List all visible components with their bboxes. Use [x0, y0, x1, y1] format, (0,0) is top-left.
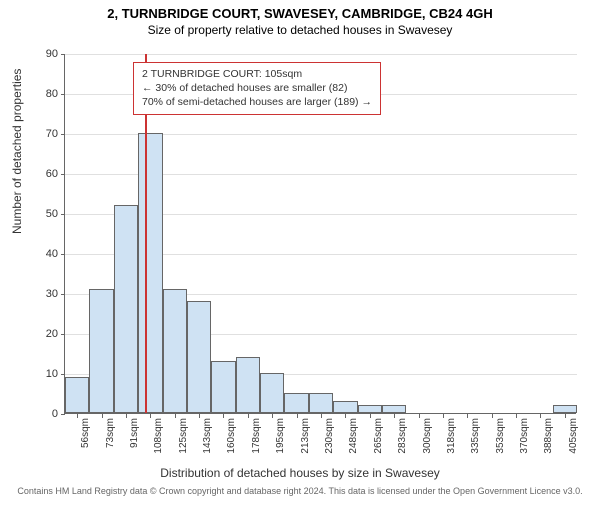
xtick-label: 300sqm	[422, 418, 433, 454]
ytick-mark	[61, 334, 65, 335]
plot-area: 010203040506070809056sqm73sqm91sqm108sqm…	[64, 54, 576, 414]
ytick-mark	[61, 254, 65, 255]
xtick-mark	[345, 414, 346, 418]
ytick-mark	[61, 414, 65, 415]
histogram-chart: 010203040506070809056sqm73sqm91sqm108sqm…	[64, 54, 576, 414]
ytick-label: 70	[18, 128, 58, 140]
xtick-label: 56sqm	[80, 418, 91, 448]
xtick-label: 248sqm	[348, 418, 359, 454]
info-line-larger: 70% of semi-detached houses are larger (…	[142, 95, 372, 109]
histogram-bar	[333, 401, 357, 413]
ytick-mark	[61, 374, 65, 375]
histogram-bar	[114, 205, 138, 413]
xtick-label: 335sqm	[470, 418, 481, 454]
xtick-label: 73sqm	[105, 418, 116, 448]
xtick-mark	[102, 414, 103, 418]
histogram-bar	[211, 361, 235, 413]
ytick-label: 10	[18, 368, 58, 380]
histogram-bar	[260, 373, 284, 413]
xtick-label: 160sqm	[226, 418, 237, 454]
ytick-label: 30	[18, 288, 58, 300]
xtick-label: 405sqm	[568, 418, 579, 454]
xtick-mark	[443, 414, 444, 418]
histogram-bar	[358, 405, 382, 413]
xtick-mark	[297, 414, 298, 418]
xtick-label: 108sqm	[153, 418, 164, 454]
xtick-mark	[540, 414, 541, 418]
ytick-label: 0	[18, 408, 58, 420]
histogram-bar	[309, 393, 333, 413]
histogram-bar	[236, 357, 260, 413]
xtick-label: 353sqm	[495, 418, 506, 454]
xtick-mark	[516, 414, 517, 418]
xtick-mark	[199, 414, 200, 418]
xtick-mark	[565, 414, 566, 418]
xtick-mark	[126, 414, 127, 418]
ytick-mark	[61, 94, 65, 95]
xtick-label: 283sqm	[397, 418, 408, 454]
histogram-bar	[163, 289, 187, 413]
histogram-bar	[553, 405, 577, 413]
xtick-label: 91sqm	[129, 418, 140, 448]
histogram-bar	[187, 301, 211, 413]
xtick-mark	[272, 414, 273, 418]
ytick-mark	[61, 174, 65, 175]
xtick-label: 370sqm	[519, 418, 530, 454]
page-title: 2, TURNBRIDGE COURT, SWAVESEY, CAMBRIDGE…	[0, 6, 600, 21]
histogram-bar	[65, 377, 89, 413]
histogram-bar	[382, 405, 406, 413]
xtick-mark	[467, 414, 468, 418]
xtick-label: 195sqm	[275, 418, 286, 454]
xtick-label: 178sqm	[251, 418, 262, 454]
ytick-label: 80	[18, 88, 58, 100]
xtick-mark	[419, 414, 420, 418]
histogram-bar	[138, 133, 162, 413]
ytick-mark	[61, 54, 65, 55]
ytick-mark	[61, 294, 65, 295]
footer-attribution: Contains HM Land Registry data © Crown c…	[0, 486, 600, 496]
xtick-mark	[370, 414, 371, 418]
x-axis-label: Distribution of detached houses by size …	[0, 466, 600, 480]
info-line-smaller: ← 30% of detached houses are smaller (82…	[142, 81, 372, 95]
info-line-size: 2 TURNBRIDGE COURT: 105sqm	[142, 67, 372, 81]
xtick-mark	[394, 414, 395, 418]
ytick-label: 60	[18, 168, 58, 180]
histogram-bar	[89, 289, 113, 413]
xtick-mark	[223, 414, 224, 418]
xtick-mark	[321, 414, 322, 418]
ytick-label: 20	[18, 328, 58, 340]
ytick-label: 90	[18, 48, 58, 60]
xtick-mark	[175, 414, 176, 418]
gridline	[65, 54, 577, 55]
xtick-label: 265sqm	[373, 418, 384, 454]
xtick-label: 318sqm	[446, 418, 457, 454]
xtick-label: 125sqm	[178, 418, 189, 454]
xtick-label: 143sqm	[202, 418, 213, 454]
xtick-mark	[248, 414, 249, 418]
xtick-label: 388sqm	[543, 418, 554, 454]
xtick-mark	[492, 414, 493, 418]
xtick-mark	[77, 414, 78, 418]
xtick-label: 230sqm	[324, 418, 335, 454]
ytick-label: 40	[18, 248, 58, 260]
ytick-label: 50	[18, 208, 58, 220]
xtick-label: 213sqm	[300, 418, 311, 454]
ytick-mark	[61, 214, 65, 215]
ytick-mark	[61, 134, 65, 135]
xtick-mark	[150, 414, 151, 418]
histogram-bar	[284, 393, 308, 413]
page-subtitle: Size of property relative to detached ho…	[0, 23, 600, 37]
property-info-box: 2 TURNBRIDGE COURT: 105sqm← 30% of detac…	[133, 62, 381, 115]
